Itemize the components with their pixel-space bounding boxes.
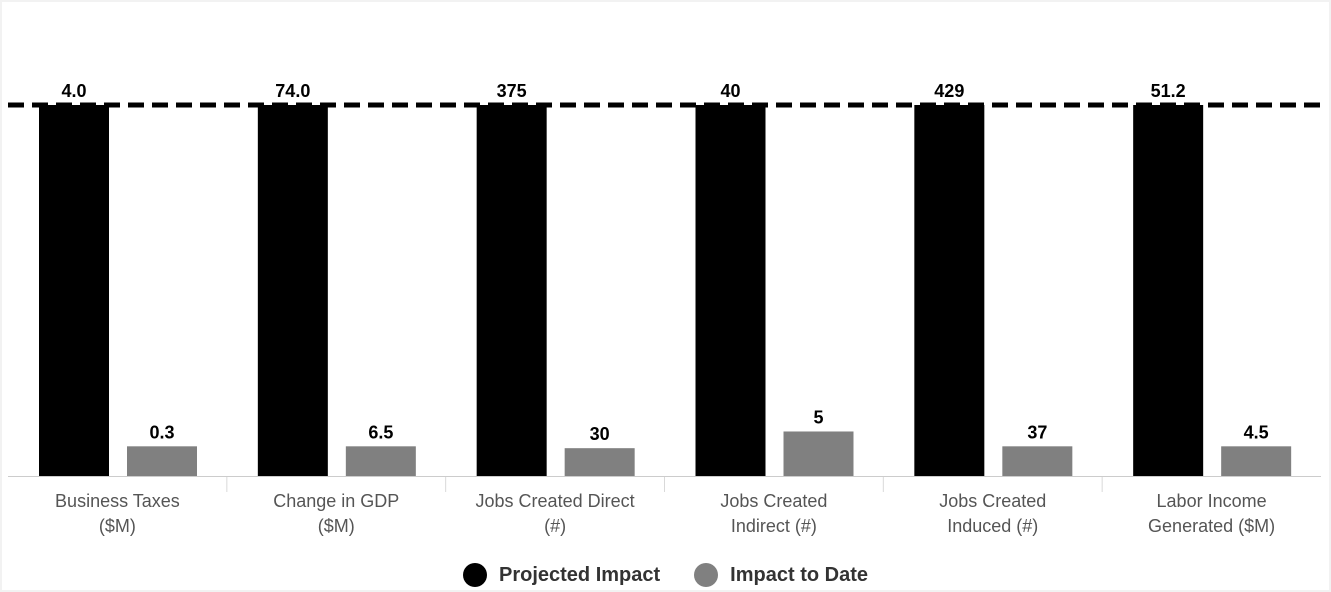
legend-label-to-date: Impact to Date: [730, 563, 868, 586]
category-label-1-line-0: Change in GDP: [273, 491, 399, 511]
bar-projected-3: [695, 105, 766, 476]
category-label-2-line-0: Jobs Created Direct: [476, 491, 635, 511]
category-label-3-line-1: Indirect (#): [731, 516, 817, 536]
category-label-5-line-0: Labor Income: [1157, 491, 1267, 511]
bar-to-date-0: [127, 446, 197, 476]
value-label-projected-3: 40: [720, 81, 740, 101]
bar-projected-0: [39, 105, 109, 476]
category-label-2-line-1: (#): [544, 516, 566, 536]
category-label-0-line-0: Business Taxes: [55, 491, 180, 511]
legend-swatch-projected: [463, 563, 487, 587]
category-label-5-line-1: Generated ($M): [1148, 516, 1275, 536]
value-label-to-date-1: 6.5: [368, 422, 393, 442]
value-label-to-date-5: 4.5: [1244, 422, 1269, 442]
bar-to-date-1: [345, 446, 416, 476]
value-label-projected-1: 74.0: [275, 81, 310, 101]
bar-to-date-5: [1221, 446, 1292, 476]
value-label-to-date-4: 37: [1027, 422, 1047, 442]
bar-chart: 4.0 0.3 Business Taxes ($M) 74.0 6.5 Change in…: [8, 81, 1321, 536]
bar-projected-1: [257, 105, 328, 476]
legend-item-projected[interactable]: Projected Impact: [463, 563, 660, 587]
bar-to-date-3: [783, 431, 854, 476]
bar-projected-2: [476, 105, 547, 476]
category-label-4-line-1: Induced (#): [947, 516, 1038, 536]
value-label-to-date-2: 30: [590, 424, 610, 444]
category-label-4-line-0: Jobs Created: [939, 491, 1046, 511]
legend-item-to-date[interactable]: Impact to Date: [694, 563, 868, 587]
bar-projected-5: [1133, 105, 1204, 476]
bar-to-date-4: [1002, 446, 1073, 476]
bar-projected-4: [914, 105, 985, 476]
legend: Projected Impact Impact to Date: [0, 561, 1331, 589]
category-label-0-line-1: ($M): [99, 516, 136, 536]
value-label-to-date-3: 5: [813, 407, 823, 427]
value-label-to-date-0: 0.3: [149, 422, 174, 442]
legend-swatch-to-date: [694, 563, 719, 587]
category-label-3-line-0: Jobs Created: [720, 491, 827, 511]
value-label-projected-2: 375: [497, 81, 527, 101]
value-label-projected-0: 4.0: [61, 81, 86, 101]
legend-label-projected: Projected Impact: [499, 563, 661, 586]
category-label-1-line-1: ($M): [318, 516, 355, 536]
bar-to-date-2: [564, 448, 635, 476]
value-label-projected-4: 429: [934, 81, 964, 101]
value-label-projected-5: 51.2: [1151, 81, 1186, 101]
